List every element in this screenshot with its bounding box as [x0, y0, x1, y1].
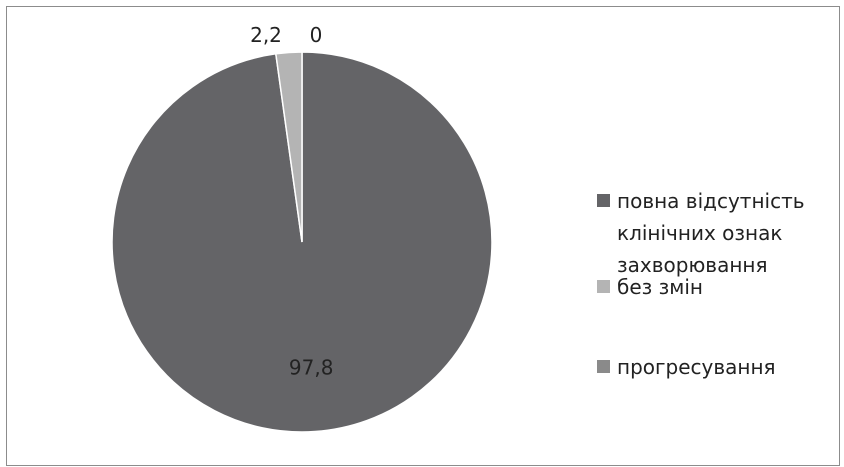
chart-area: 97,8 2,2 0 повна відсутність клінічних озн… [6, 6, 840, 466]
legend-item-full-remission: повна відсутність клінічних ознак захвор… [597, 185, 832, 281]
data-label-no-change: 2,2 [250, 23, 282, 47]
legend-swatch-full-remission [597, 194, 610, 207]
legend-swatch-progression [597, 360, 610, 373]
legend-label-full-remission: повна відсутність клінічних ознак захвор… [617, 189, 805, 277]
data-label-progression: 0 [310, 23, 323, 47]
pie-chart: 97,8 2,2 0 [111, 23, 493, 433]
legend-label-progression: прогресування [617, 355, 776, 379]
legend-item-progression: прогресування [597, 351, 832, 383]
legend-swatch-no-change [597, 280, 610, 293]
legend-item-no-change: без змін [597, 271, 832, 303]
pie-slice-no-change [274, 51, 303, 243]
data-label-full-remission: 97,8 [289, 356, 334, 380]
legend-label-no-change: без змін [617, 275, 703, 299]
